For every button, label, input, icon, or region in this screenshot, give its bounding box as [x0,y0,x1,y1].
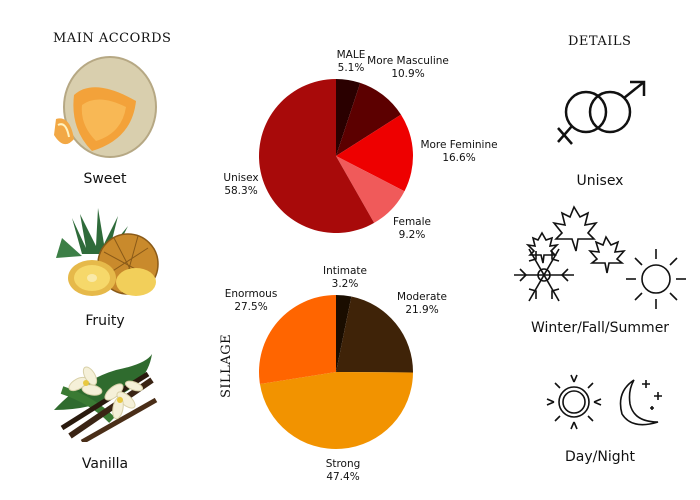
detail-label-season: Winter/Fall/Summer [530,320,670,336]
slice-name-moderate: Moderate [397,291,447,303]
slice-name-enormous: Enormous [225,288,278,300]
slice-name-more-masculine: More Masculine [367,55,449,67]
vanilla-flower-image [54,354,158,442]
slice-name-unisex: Unisex [223,172,258,184]
pie-slice-more-feminine [336,114,413,192]
cantaloupe-melon-image [54,56,157,158]
slice-value-female: 9.2% [399,229,426,241]
gender-symbols-icon [557,80,646,145]
pie-slice-more-masculine [336,82,401,156]
slice-value-more-feminine: 16.6% [442,152,475,164]
season-icons [514,205,686,309]
detail-label-day-night: Day/Night [565,449,635,465]
slice-value-strong: 47.4% [326,471,359,483]
slice-value-male: 5.1% [338,62,365,74]
slice-value-enormous: 27.5% [234,301,267,313]
slice-value-intimate: 3.2% [332,278,359,290]
slice-value-moderate: 21.9% [405,304,438,316]
sun-moon-icon [546,374,662,430]
slice-name-strong: Strong [326,458,361,470]
pineapple-image [56,208,159,296]
pie-slice-intimate [336,295,352,372]
pie-slice-strong [259,372,413,449]
accord-label-vanilla: Vanilla [81,456,129,472]
pie-slice-female [336,156,405,223]
slice-value-more-masculine: 10.9% [391,68,424,80]
accord-label-sweet: Sweet [83,171,127,187]
details-heading: DETAILS [568,34,632,49]
pie-slice-male [336,79,361,156]
pie-slice-enormous [259,295,336,385]
slice-name-female: Female [393,216,431,228]
pie-slice-moderate [336,296,413,373]
slice-name-more-feminine: More Feminine [420,139,497,151]
accord-label-fruity: Fruity [85,313,125,329]
pie-slice-unisex [258,79,375,233]
detail-label-gender: Unisex [576,173,624,189]
main-accords-heading: MAIN ACCORDS [53,31,172,46]
slice-name-male: MALE [337,49,366,61]
slice-name-intimate: Intimate [323,265,367,277]
slice-value-unisex: 58.3% [224,185,257,197]
